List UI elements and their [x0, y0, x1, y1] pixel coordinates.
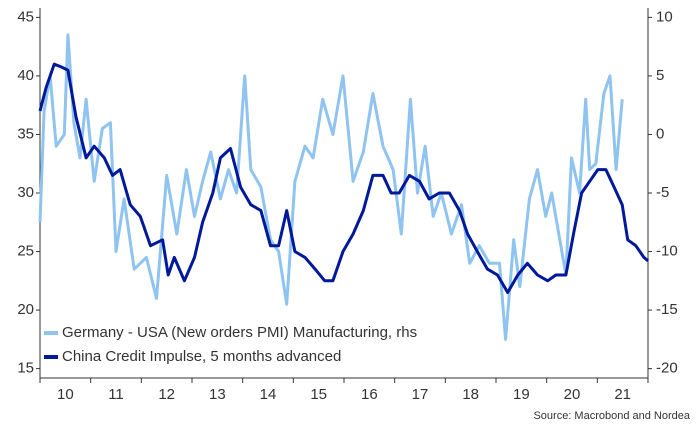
y2-tick-label: -10	[656, 243, 678, 260]
legend-label: Germany - USA (New orders PMI) Manufactu…	[62, 324, 417, 341]
x-tick-label: 20	[564, 386, 581, 403]
y2-tick-label: -20	[656, 360, 678, 377]
y-tick-label: 15	[17, 360, 34, 377]
x-tick-label: 17	[412, 386, 429, 403]
x-tick-label: 15	[310, 386, 327, 403]
y2-tick-label: 10	[656, 8, 673, 25]
y-tick-label: 35	[17, 125, 34, 142]
legend-label: China Credit Impulse, 5 months advanced	[62, 348, 341, 365]
x-tick-label: 13	[209, 386, 226, 403]
x-tick-label: 14	[260, 386, 277, 403]
y-tick-label: 30	[17, 184, 34, 201]
y2-tick-label: -15	[656, 301, 678, 318]
y-tick-label: 20	[17, 301, 34, 318]
y2-tick-label: 5	[656, 67, 664, 84]
x-tick-label: 11	[108, 386, 124, 403]
y-tick-label: 25	[17, 243, 34, 260]
x-tick-label: 19	[513, 386, 530, 403]
x-tick-label: 21	[614, 386, 631, 403]
y2-tick-label: -5	[656, 184, 669, 201]
x-tick-label: 16	[361, 386, 378, 403]
y-tick-label: 40	[17, 67, 34, 84]
line-series	[38, 62, 649, 294]
source-note: Source: Macrobond and Nordea	[533, 410, 690, 422]
y-tick-label: 45	[17, 8, 34, 25]
y2-tick-label: 0	[656, 125, 664, 142]
x-tick-label: 12	[158, 386, 175, 403]
x-tick-label: 10	[57, 386, 74, 403]
line-series	[38, 33, 624, 341]
x-tick-label: 18	[462, 386, 479, 403]
